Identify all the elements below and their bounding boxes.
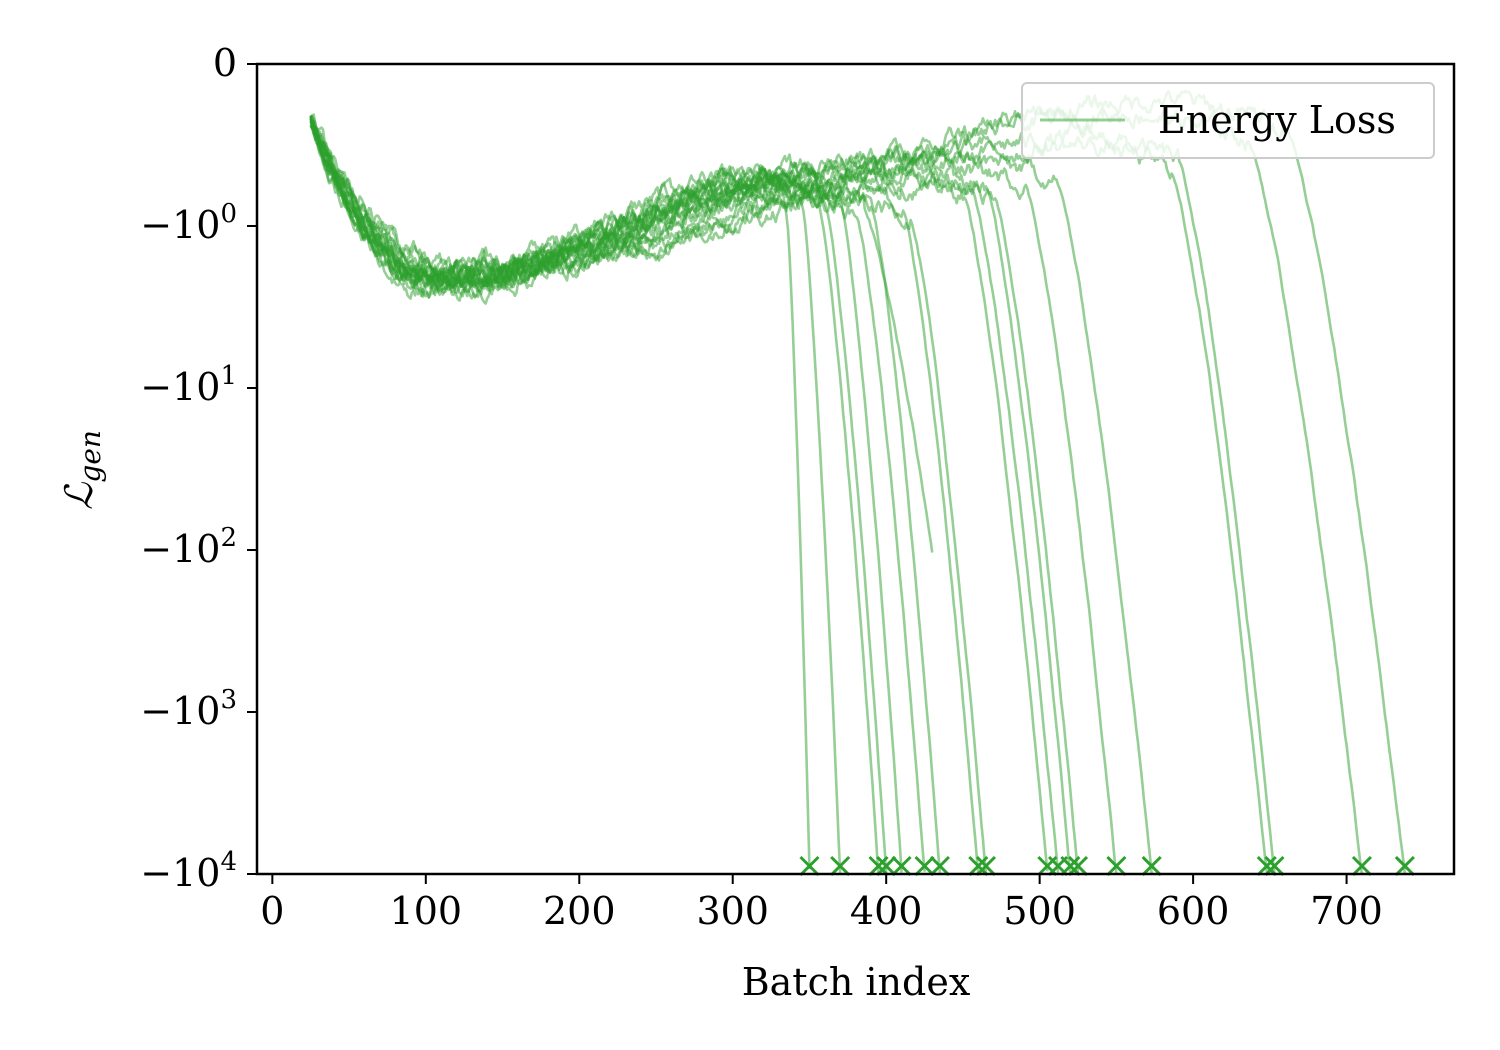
x-tick-label: 200: [543, 889, 616, 933]
y-axis-label-sub: gen: [74, 430, 107, 483]
y-tick-label: −103: [140, 685, 237, 733]
legend: Energy Loss: [1021, 82, 1435, 159]
terminal-x-marker: [1060, 855, 1081, 877]
terminal-x-marker: [1394, 855, 1415, 877]
y-tick-label: −102: [140, 523, 237, 571]
series-line: [309, 114, 1049, 872]
terminal-x-marker: [1256, 855, 1277, 877]
terminal-x-marker: [891, 855, 912, 877]
y-tick-label: −100: [140, 199, 237, 247]
x-tick-label: 300: [696, 889, 769, 933]
series-line: [309, 115, 1153, 875]
x-tick-label: 600: [1157, 889, 1230, 933]
terminal-x-marker: [868, 855, 889, 877]
terminal-x-marker: [968, 855, 989, 877]
y-axis-label-main: ℒ: [57, 481, 101, 510]
series-line: [309, 120, 1276, 874]
x-tick-label: 0: [260, 889, 284, 933]
x-axis: 0 100 200 300 400 500 600 700: [260, 874, 1383, 933]
y-tick-label: −101: [140, 361, 237, 409]
legend-box: [1021, 82, 1435, 159]
terminal-x-marker: [799, 855, 820, 877]
x-tick-label: 700: [1310, 889, 1383, 933]
terminal-markers: [799, 855, 1415, 877]
series-line: [309, 118, 934, 553]
plot-frame: [255, 62, 1456, 876]
legend-label: Energy Loss: [1158, 98, 1396, 142]
x-tick-label: 100: [390, 889, 463, 933]
y-tick-label: −104: [140, 847, 237, 895]
terminal-x-marker: [914, 855, 935, 877]
svg-text:ℒgen: ℒgen: [57, 430, 107, 510]
terminal-x-marker: [975, 855, 997, 877]
terminal-x-marker: [1351, 855, 1372, 877]
x-axis-label: Batch index: [742, 960, 971, 1004]
y-tick-label: 0: [213, 41, 237, 85]
terminal-x-marker: [830, 855, 851, 877]
y-axis: 0 −100 −101 −102 −103 −104: [140, 41, 257, 895]
terminal-x-marker: [1106, 855, 1127, 877]
y-axis-label: ℒgen: [57, 430, 107, 510]
series-line: [309, 118, 1118, 875]
series-lines: [309, 89, 1407, 875]
terminal-x-marker: [1264, 855, 1285, 877]
terminal-x-marker: [1141, 855, 1162, 877]
terminal-x-marker: [1067, 855, 1089, 877]
terminal-x-marker: [876, 855, 897, 877]
x-tick-label: 400: [850, 889, 923, 933]
terminal-x-marker: [929, 855, 950, 877]
x-tick-label: 500: [1003, 889, 1076, 933]
